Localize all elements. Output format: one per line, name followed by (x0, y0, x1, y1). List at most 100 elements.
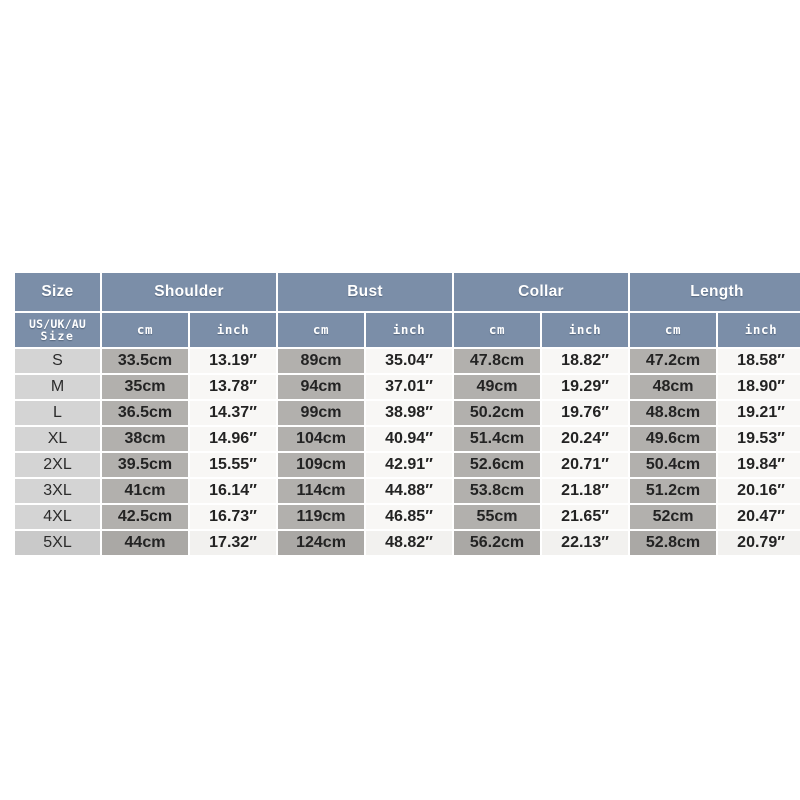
size-label-cell: XL (15, 427, 100, 451)
measurement-cell-collar-inch: 20.24″ (542, 427, 629, 451)
measurement-cell-collar-inch: 21.65″ (542, 505, 629, 529)
table-header-group-row: Size Shoulder Bust Collar Length (15, 273, 800, 311)
measurement-cell-length-cm: 50.4cm (630, 453, 717, 477)
size-label-cell: 4XL (15, 505, 100, 529)
measurement-cell-bust-inch: 42.91″ (366, 453, 453, 477)
measurement-cell-length-inch: 19.21″ (718, 401, 800, 425)
size-system-header-line2: Size (40, 329, 75, 343)
measurement-cell-collar-inch: 18.82″ (542, 349, 629, 373)
measurement-cell-bust-inch: 37.01″ (366, 375, 453, 399)
unit-header-length-cm: cm (630, 313, 717, 347)
measurement-cell-collar-inch: 19.29″ (542, 375, 629, 399)
measurement-cell-bust-cm: 104cm (278, 427, 365, 451)
measurement-cell-length-inch: 20.47″ (718, 505, 800, 529)
measurement-cell-shoulder-inch: 13.78″ (190, 375, 277, 399)
measurement-cell-length-inch: 19.53″ (718, 427, 800, 451)
measurement-cell-length-cm: 51.2cm (630, 479, 717, 503)
size-chart-table: Size Shoulder Bust Collar Length US/UK/AU Size… (13, 271, 800, 557)
measurement-cell-collar-cm: 53.8cm (454, 479, 541, 503)
measurement-cell-bust-cm: 114cm (278, 479, 365, 503)
measurement-cell-collar-cm: 47.8cm (454, 349, 541, 373)
measurement-cell-bust-cm: 119cm (278, 505, 365, 529)
column-group-header-shoulder: Shoulder (102, 273, 277, 311)
unit-header-collar-inch: inch (542, 313, 629, 347)
measurement-cell-collar-cm: 52.6cm (454, 453, 541, 477)
measurement-cell-shoulder-cm: 39.5cm (102, 453, 188, 477)
table-row: L 36.5cm 14.37″ 99cm 38.98″ 50.2cm 19.76″ 48.8c… (15, 401, 800, 425)
measurement-cell-bust-inch: 38.98″ (366, 401, 453, 425)
measurement-cell-collar-cm: 56.2cm (454, 531, 541, 555)
measurement-cell-length-inch: 20.79″ (718, 531, 800, 555)
measurement-cell-length-cm: 49.6cm (630, 427, 717, 451)
measurement-cell-shoulder-cm: 33.5cm (102, 349, 188, 373)
size-label-cell: 5XL (15, 531, 100, 555)
unit-header-shoulder-cm: cm (102, 313, 188, 347)
size-label-cell: S (15, 349, 100, 373)
column-group-header-size: Size (15, 273, 100, 311)
size-system-header-line1: US/UK/AU (29, 316, 86, 331)
measurement-cell-shoulder-inch: 14.37″ (190, 401, 277, 425)
measurement-cell-collar-cm: 50.2cm (454, 401, 541, 425)
column-group-header-collar: Collar (454, 273, 629, 311)
table-row: 2XL 39.5cm 15.55″ 109cm 42.91″ 52.6cm 20.71″ 50… (15, 453, 800, 477)
table-row: S 33.5cm 13.19″ 89cm 35.04″ 47.8cm 18.82″ 47.2c… (15, 349, 800, 373)
size-label-cell: M (15, 375, 100, 399)
measurement-cell-length-inch: 20.16″ (718, 479, 800, 503)
measurement-cell-length-cm: 48cm (630, 375, 717, 399)
measurement-cell-shoulder-inch: 16.73″ (190, 505, 277, 529)
measurement-cell-collar-cm: 51.4cm (454, 427, 541, 451)
measurement-cell-bust-cm: 124cm (278, 531, 365, 555)
measurement-cell-shoulder-cm: 38cm (102, 427, 188, 451)
measurement-cell-bust-inch: 46.85″ (366, 505, 453, 529)
table-row: 3XL 41cm 16.14″ 114cm 44.88″ 53.8cm 21.18″ 51.2… (15, 479, 800, 503)
size-label-cell: L (15, 401, 100, 425)
measurement-cell-collar-inch: 22.13″ (542, 531, 629, 555)
measurement-cell-collar-cm: 49cm (454, 375, 541, 399)
measurement-cell-shoulder-cm: 35cm (102, 375, 188, 399)
table-row: XL 38cm 14.96″ 104cm 40.94″ 51.4cm 20.24″ 49.6c… (15, 427, 800, 451)
size-label-cell: 2XL (15, 453, 100, 477)
unit-header-bust-inch: inch (366, 313, 453, 347)
table-row: 4XL 42.5cm 16.73″ 119cm 46.85″ 55cm 21.65″ 52cm… (15, 505, 800, 529)
measurement-cell-bust-inch: 48.82″ (366, 531, 453, 555)
measurement-cell-bust-inch: 40.94″ (366, 427, 453, 451)
measurement-cell-shoulder-inch: 14.96″ (190, 427, 277, 451)
table-header-unit-row: US/UK/AU Size cm inch cm inch cm inch cm inch (15, 313, 800, 347)
measurement-cell-length-inch: 19.84″ (718, 453, 800, 477)
measurement-cell-length-inch: 18.90″ (718, 375, 800, 399)
size-system-header: US/UK/AU Size (15, 313, 100, 347)
table-row: 5XL 44cm 17.32″ 124cm 48.82″ 56.2cm 22.13″ 52.8… (15, 531, 800, 555)
size-chart-container: Size Shoulder Bust Collar Length US/UK/AU Size… (13, 271, 800, 557)
measurement-cell-collar-inch: 21.18″ (542, 479, 629, 503)
table-row: M 35cm 13.78″ 94cm 37.01″ 49cm 19.29″ 48cm 18.90… (15, 375, 800, 399)
measurement-cell-bust-inch: 35.04″ (366, 349, 453, 373)
measurement-cell-shoulder-inch: 15.55″ (190, 453, 277, 477)
measurement-cell-bust-cm: 109cm (278, 453, 365, 477)
size-label-cell: 3XL (15, 479, 100, 503)
measurement-cell-length-cm: 47.2cm (630, 349, 717, 373)
measurement-cell-collar-cm: 55cm (454, 505, 541, 529)
measurement-cell-collar-inch: 20.71″ (542, 453, 629, 477)
unit-header-bust-cm: cm (278, 313, 365, 347)
measurement-cell-bust-cm: 99cm (278, 401, 365, 425)
measurement-cell-bust-cm: 94cm (278, 375, 365, 399)
measurement-cell-bust-inch: 44.88″ (366, 479, 453, 503)
measurement-cell-length-cm: 52cm (630, 505, 717, 529)
unit-header-shoulder-inch: inch (190, 313, 277, 347)
measurement-cell-shoulder-cm: 41cm (102, 479, 188, 503)
measurement-cell-shoulder-inch: 16.14″ (190, 479, 277, 503)
measurement-cell-shoulder-inch: 13.19″ (190, 349, 277, 373)
measurement-cell-length-cm: 48.8cm (630, 401, 717, 425)
measurement-cell-shoulder-cm: 42.5cm (102, 505, 188, 529)
measurement-cell-length-cm: 52.8cm (630, 531, 717, 555)
unit-header-length-inch: inch (718, 313, 800, 347)
measurement-cell-shoulder-cm: 44cm (102, 531, 188, 555)
measurement-cell-shoulder-inch: 17.32″ (190, 531, 277, 555)
measurement-cell-shoulder-cm: 36.5cm (102, 401, 188, 425)
unit-header-collar-cm: cm (454, 313, 541, 347)
column-group-header-bust: Bust (278, 273, 453, 311)
measurement-cell-bust-cm: 89cm (278, 349, 365, 373)
measurement-cell-collar-inch: 19.76″ (542, 401, 629, 425)
measurement-cell-length-inch: 18.58″ (718, 349, 800, 373)
column-group-header-length: Length (630, 273, 800, 311)
